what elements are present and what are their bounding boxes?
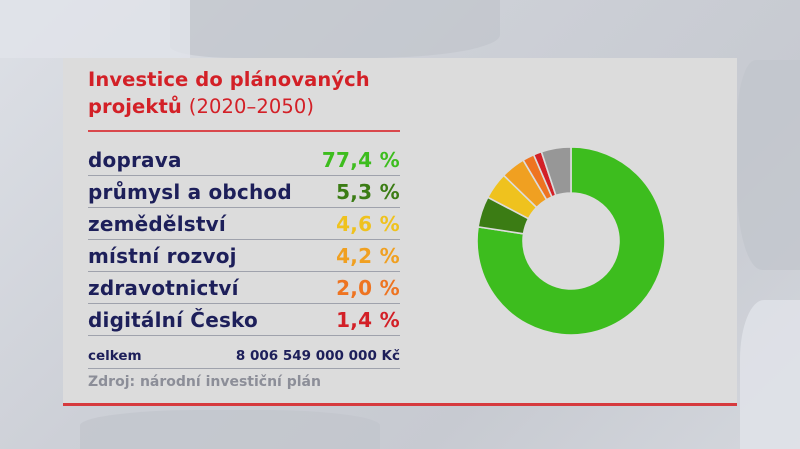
total-value: 8 006 549 000 000 Kč [235, 347, 400, 364]
title-years: (2020–2050) [188, 95, 315, 118]
map-background-shape [740, 300, 800, 449]
category-label: průmysl a obchod [88, 179, 292, 204]
card-bottom-accent-line [63, 403, 737, 406]
donut-slice [476, 146, 666, 336]
donut-chart [476, 146, 666, 336]
legend-table: doprava 77,4 % průmysl a obchod 5,3 % ze… [88, 144, 400, 336]
map-background-shape [170, 0, 500, 58]
chart-title: Investice do plánovaných projektů (2020–… [88, 66, 408, 120]
legend-row: digitální Česko 1,4 % [88, 304, 400, 336]
legend-row: zemědělství 4,6 % [88, 208, 400, 240]
donut-slice [540, 146, 572, 197]
category-label: místní rozvoj [88, 243, 237, 268]
total-row: celkem 8 006 549 000 000 Kč [88, 343, 400, 369]
category-value: 77,4 % [321, 147, 400, 172]
category-value: 4,2 % [336, 243, 400, 268]
category-value: 2,0 % [336, 275, 400, 300]
category-label: digitální Česko [88, 307, 258, 332]
legend-row: zdravotnictví 2,0 % [88, 272, 400, 304]
legend-row: místní rozvoj 4,2 % [88, 240, 400, 272]
donut-slices [476, 146, 666, 336]
category-label: doprava [88, 147, 182, 172]
title-divider [88, 130, 400, 132]
category-label: zemědělství [88, 211, 226, 236]
category-label: zdravotnictví [88, 275, 239, 300]
title-line-1: Investice do plánovaných [88, 68, 370, 91]
map-background-shape [0, 0, 190, 58]
legend-row: průmysl a obchod 5,3 % [88, 176, 400, 208]
legend-row: doprava 77,4 % [88, 144, 400, 176]
category-value: 5,3 % [336, 179, 400, 204]
title-line-2: projektů (2020–2050) [88, 93, 408, 120]
category-value: 1,4 % [336, 307, 400, 332]
category-value: 4,6 % [336, 211, 400, 236]
map-background-shape [737, 60, 800, 270]
source-note: Zdroj: národní investiční plán [88, 374, 321, 390]
title-main: projektů [88, 95, 182, 118]
total-label: celkem [88, 347, 142, 364]
map-background-shape [80, 410, 380, 449]
